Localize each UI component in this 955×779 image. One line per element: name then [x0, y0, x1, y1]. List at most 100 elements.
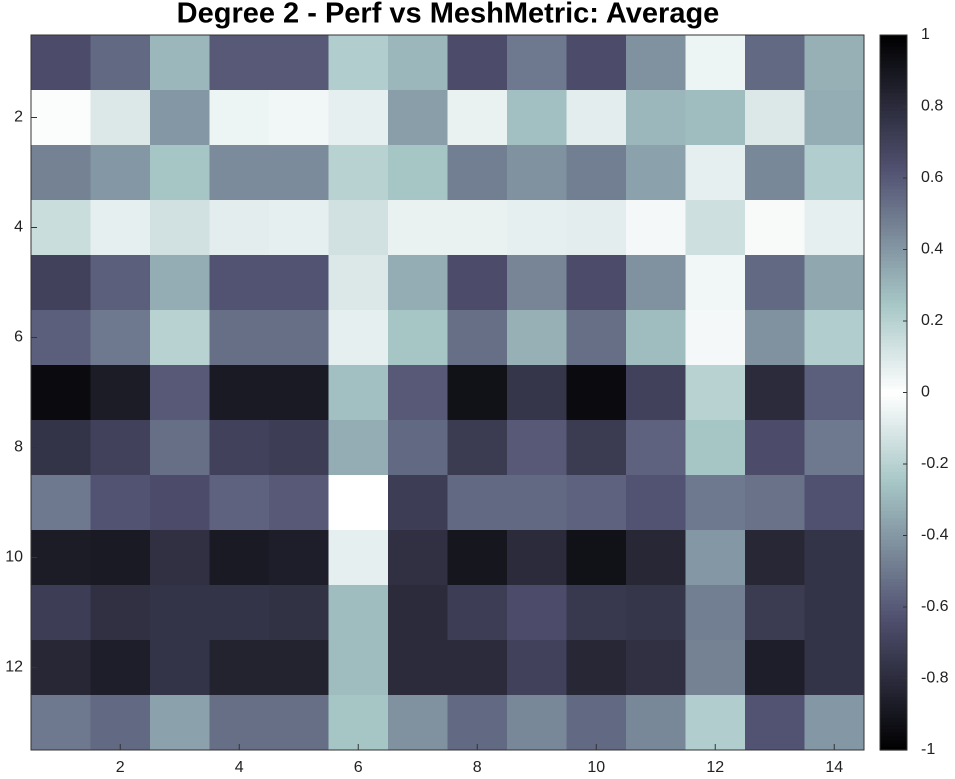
colorbar-tick-label: -0.6	[921, 598, 949, 615]
colorbar-tick-label: 0.6	[921, 169, 943, 186]
colorbar-swatch	[880, 74, 907, 79]
heatmap-cell	[685, 585, 746, 641]
colorbar-swatch	[880, 442, 907, 447]
colorbar-swatch	[880, 674, 907, 680]
colorbar-swatch	[880, 464, 907, 469]
colorbar-swatch	[880, 388, 907, 394]
heatmap-cell	[150, 695, 210, 751]
y-tick-label: 2	[14, 109, 23, 126]
colorbar-swatch	[880, 696, 907, 701]
colorbar-swatch	[880, 274, 907, 279]
heatmap-cell	[566, 255, 627, 311]
colorbar-swatch	[880, 467, 907, 472]
colorbar-swatch	[880, 356, 907, 361]
heatmap-cell	[31, 200, 91, 256]
colorbar-swatch	[880, 42, 907, 47]
heatmap-cell	[388, 365, 448, 421]
colorbar-swatch	[880, 149, 907, 154]
heatmap-cell	[90, 90, 151, 146]
colorbar-swatch	[880, 746, 907, 751]
heatmap-cell	[328, 420, 389, 476]
colorbar-swatch	[880, 535, 907, 540]
heatmap-cell	[150, 585, 210, 641]
colorbar-swatch	[880, 145, 907, 150]
colorbar-swatch	[880, 167, 907, 172]
colorbar-swatch	[880, 585, 907, 590]
colorbar-swatch	[880, 474, 907, 479]
colorbar-swatch	[880, 581, 907, 587]
heatmap-cell	[269, 475, 329, 531]
heatmap-cell	[566, 420, 627, 476]
colorbar-swatch	[880, 421, 907, 426]
colorbar-swatch	[880, 338, 907, 344]
colorbar-swatch	[880, 492, 907, 497]
colorbar-swatch	[880, 721, 907, 726]
colorbar-swatch	[880, 249, 907, 254]
colorbar-swatch	[880, 88, 907, 93]
colorbar-swatch	[880, 424, 907, 429]
colorbar-swatch	[880, 67, 907, 72]
colorbar-swatch	[880, 392, 907, 397]
heatmap-cell	[507, 90, 567, 146]
colorbar-swatch	[880, 363, 907, 369]
colorbar-swatch	[880, 63, 907, 68]
heatmap-cell	[626, 530, 686, 586]
heatmap-cell	[209, 200, 270, 256]
heatmap-cell	[269, 145, 329, 201]
heatmap-cell	[90, 255, 151, 311]
heatmap-cell	[804, 585, 865, 641]
heatmap-cell	[507, 530, 567, 586]
heatmap-cell	[388, 310, 448, 366]
heatmap-cell	[328, 530, 389, 586]
heatmap-cell	[745, 310, 805, 366]
heatmap-cell	[328, 90, 389, 146]
colorbar-swatch	[880, 506, 907, 512]
heatmap-cell	[328, 365, 389, 421]
heatmap-cell	[685, 695, 746, 751]
colorbar-swatch	[880, 471, 907, 476]
heatmap-cell	[804, 365, 865, 421]
colorbar-swatch	[880, 489, 907, 494]
heatmap-cell	[31, 365, 91, 421]
colorbar-swatch	[880, 628, 907, 633]
colorbar-swatch	[880, 231, 907, 236]
colorbar-swatch	[880, 742, 907, 748]
heatmap-cell	[566, 640, 627, 696]
heatmap-cell	[626, 255, 686, 311]
heatmap-cell	[31, 90, 91, 146]
colorbar-swatch	[880, 170, 907, 176]
heatmap-cell	[804, 695, 865, 751]
colorbar-swatch	[880, 528, 907, 533]
heatmap-cell	[388, 530, 448, 586]
colorbar-swatch	[880, 181, 907, 186]
heatmap-cell	[566, 310, 627, 366]
colorbar-swatch	[880, 449, 907, 454]
colorbar-swatch	[880, 649, 907, 655]
x-tick-label: 6	[354, 759, 363, 776]
heatmap-cell	[745, 530, 805, 586]
heatmap-cell	[804, 200, 865, 256]
colorbar-swatch	[880, 267, 907, 272]
heatmap-cell	[447, 585, 508, 641]
colorbar-swatch	[880, 85, 907, 90]
colorbar-swatch	[880, 417, 907, 422]
colorbar-swatch	[880, 95, 907, 100]
heatmap-cell	[745, 640, 805, 696]
heatmap-cell	[328, 35, 389, 91]
heatmap-cell	[804, 310, 865, 366]
heatmap-cell	[328, 310, 389, 366]
heatmap-cell	[31, 35, 91, 91]
colorbar-swatch	[880, 657, 907, 662]
heatmap-cell	[388, 420, 448, 476]
colorbar-swatch	[880, 49, 907, 54]
heatmap-cell	[507, 585, 567, 641]
heatmap-cell	[90, 365, 151, 421]
colorbar-swatch	[880, 77, 907, 83]
heatmap-cell	[804, 530, 865, 586]
colorbar-swatch	[880, 614, 907, 619]
colorbar-swatch	[880, 113, 907, 118]
heatmap-cell	[209, 255, 270, 311]
colorbar-tick-label: 0.2	[921, 312, 943, 329]
colorbar-swatch	[880, 607, 907, 612]
